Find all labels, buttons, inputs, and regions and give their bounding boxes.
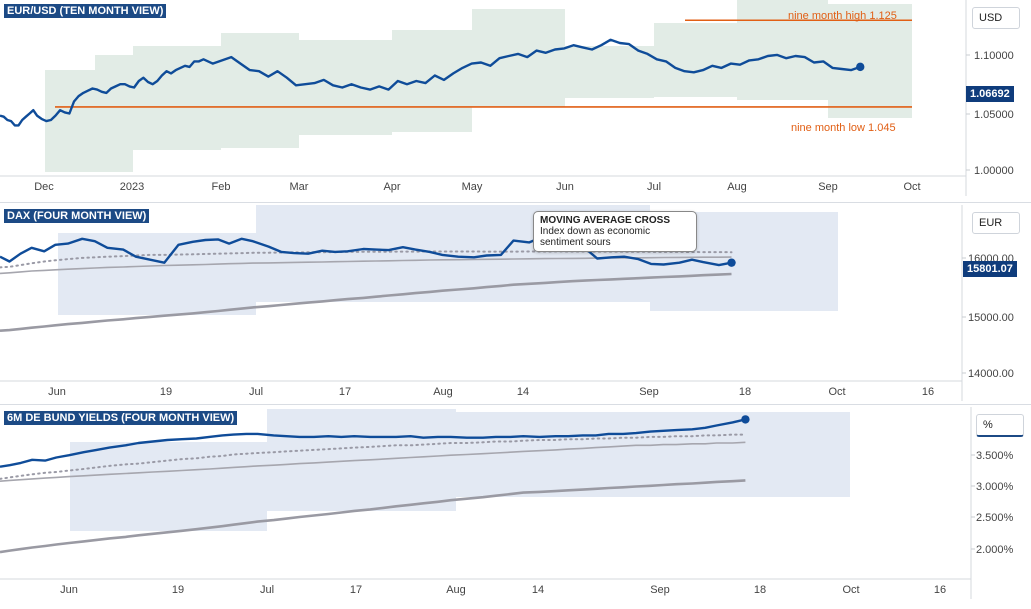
x-tick-label: 16 bbox=[922, 386, 934, 398]
moving-average-cross-callout: MOVING AVERAGE CROSS Index down as econo… bbox=[533, 211, 697, 252]
x-tick-label: May bbox=[462, 181, 483, 193]
last-point-marker bbox=[727, 258, 736, 267]
x-tick-label: Jun bbox=[60, 584, 78, 596]
y-tick-label: 1.10000 bbox=[974, 50, 1014, 62]
x-tick-label: 14 bbox=[517, 386, 529, 398]
x-tick-label: Jun bbox=[556, 181, 574, 193]
bund-panel: 3.500% 3.000% 2.500% 2.000% Jun 19 Jul 17 Aug 14 S… bbox=[0, 407, 1031, 607]
shaded-band bbox=[828, 4, 912, 118]
y-tick-label: 14000.00 bbox=[968, 368, 1014, 380]
eurusd-chart: 1.10000 1.05000 1.00000 Dec 2023 Feb Mar Apr May… bbox=[0, 0, 1014, 196]
y-tick-label: 3.000% bbox=[976, 481, 1014, 493]
shaded-band bbox=[95, 55, 133, 172]
y-tick-label: 2.000% bbox=[976, 544, 1014, 556]
shaded-band bbox=[565, 46, 654, 98]
shaded-band bbox=[472, 9, 565, 107]
ma-dotted-line bbox=[0, 433, 747, 480]
eurusd-title: EUR/USD (TEN MONTH VIEW) bbox=[4, 4, 167, 18]
y-tick-label: 1.05000 bbox=[974, 109, 1014, 121]
bund-chart: 3.500% 3.000% 2.500% 2.000% Jun 19 Jul 17 Aug 14 S… bbox=[0, 407, 1014, 599]
x-tick-label: Feb bbox=[212, 181, 231, 193]
x-tick-label: 17 bbox=[339, 386, 351, 398]
x-tick-label: Sep bbox=[650, 584, 670, 596]
y-tick-label: 15000.00 bbox=[968, 312, 1014, 324]
x-tick-label: Apr bbox=[383, 181, 400, 193]
x-tick-label: Dec bbox=[34, 181, 54, 193]
bund-title: 6M DE BUND YIELDS (FOUR MONTH VIEW) bbox=[4, 411, 238, 425]
shaded-band bbox=[58, 233, 256, 315]
shaded-band bbox=[133, 46, 221, 150]
price-line bbox=[0, 418, 746, 468]
x-tick-label: Aug bbox=[433, 386, 453, 398]
unit-button-percent[interactable]: % bbox=[976, 414, 1024, 437]
x-tick-label: 19 bbox=[172, 584, 184, 596]
callout-heading: MOVING AVERAGE CROSS bbox=[540, 215, 671, 226]
x-tick-label: Aug bbox=[446, 584, 466, 596]
last-point-marker bbox=[741, 415, 750, 424]
x-tick-label: Jun bbox=[48, 386, 66, 398]
y-tick-label: 2.500% bbox=[976, 512, 1014, 524]
panel-divider bbox=[0, 404, 1031, 405]
x-tick-label: Aug bbox=[727, 181, 747, 193]
callout-line: Index down as economic bbox=[540, 226, 651, 237]
unit-button-eur[interactable]: EUR bbox=[972, 212, 1020, 234]
x-tick-label: 17 bbox=[350, 584, 362, 596]
ma-slow-line bbox=[0, 272, 732, 332]
shaded-band bbox=[392, 30, 472, 132]
dax-last-price-tag: 15801.07 bbox=[963, 261, 1017, 277]
y-tick-label: 1.00000 bbox=[974, 165, 1014, 177]
panel-divider bbox=[0, 202, 1031, 203]
price-line bbox=[0, 230, 732, 267]
callout-line: sentiment sours bbox=[540, 237, 611, 248]
x-tick-label: 18 bbox=[754, 584, 766, 596]
nine-month-low-label: nine month low 1.045 bbox=[791, 122, 896, 134]
x-tick-label: 14 bbox=[532, 584, 544, 596]
x-tick-label: 16 bbox=[934, 584, 946, 596]
last-point-marker bbox=[856, 62, 865, 72]
eurusd-last-price-tag: 1.06692 bbox=[966, 86, 1014, 102]
shaded-band bbox=[737, 0, 828, 100]
x-tick-label: 19 bbox=[160, 386, 172, 398]
x-tick-label: Jul bbox=[647, 181, 661, 193]
x-tick-label: Sep bbox=[639, 386, 659, 398]
unit-button-usd[interactable]: USD bbox=[972, 7, 1020, 29]
shaded-band bbox=[221, 33, 299, 148]
dax-panel: 16000.00 15000.00 14000.00 Jun 19 Jul 17 Aug 14 S… bbox=[0, 205, 1031, 402]
x-tick-label: Mar bbox=[290, 181, 309, 193]
ma-fast-line bbox=[0, 441, 746, 482]
ma-slow-line bbox=[0, 479, 746, 554]
x-tick-label: Jul bbox=[249, 386, 263, 398]
nine-month-high-label: nine month high 1.125 bbox=[788, 10, 897, 22]
shaded-band bbox=[70, 442, 267, 531]
x-tick-label: Jul bbox=[260, 584, 274, 596]
shaded-band bbox=[456, 412, 850, 497]
y-tick-label: 3.500% bbox=[976, 450, 1014, 462]
x-tick-label: Oct bbox=[828, 386, 845, 398]
shaded-band bbox=[654, 23, 737, 97]
dax-title: DAX (FOUR MONTH VIEW) bbox=[4, 209, 150, 223]
x-tick-label: 18 bbox=[739, 386, 751, 398]
shaded-band bbox=[45, 70, 95, 172]
x-tick-label: Oct bbox=[903, 181, 920, 193]
x-tick-label: Oct bbox=[842, 584, 859, 596]
price-line bbox=[0, 38, 861, 127]
x-tick-label: 2023 bbox=[120, 181, 144, 193]
x-tick-label: Sep bbox=[818, 181, 838, 193]
eurusd-panel: 1.10000 1.05000 1.00000 Dec 2023 Feb Mar Apr May… bbox=[0, 0, 1031, 201]
